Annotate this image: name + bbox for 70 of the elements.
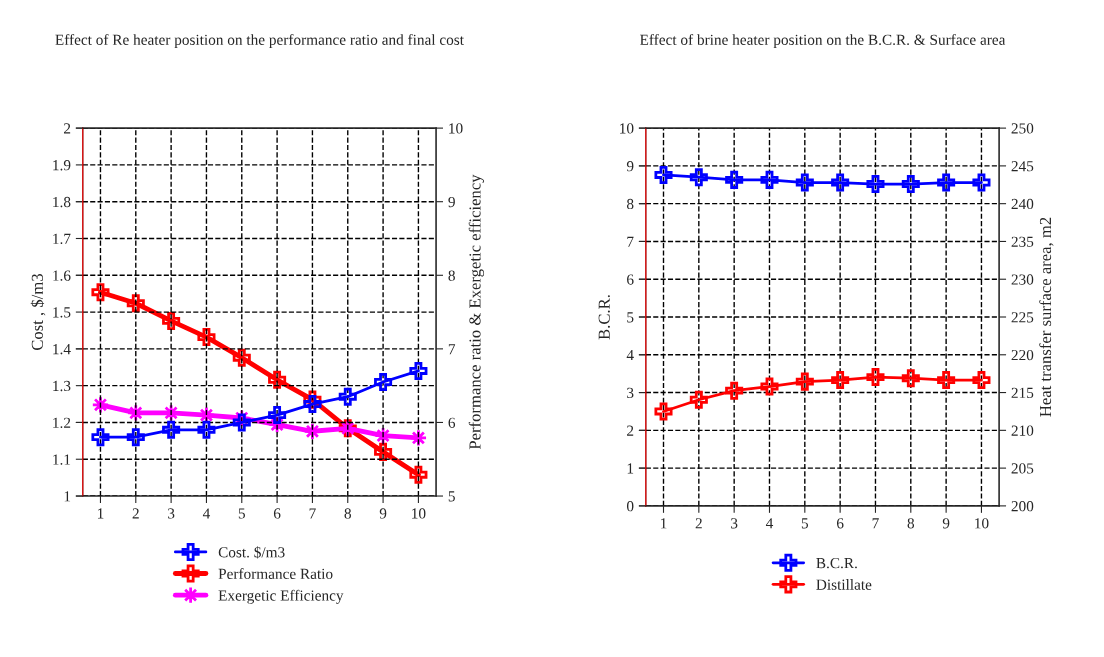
y-tick-label: 1.3 bbox=[53, 380, 71, 392]
y2-axis-title: Performance ratio & Exergetic efficiency bbox=[468, 174, 485, 450]
x-tick-label: 1 bbox=[97, 508, 104, 519]
y-tick-label: 1 bbox=[627, 463, 634, 474]
y-tick-label: 1.7 bbox=[53, 233, 71, 245]
y2-tick-label: 250 bbox=[1011, 123, 1034, 134]
y2-tick-label: 200 bbox=[1011, 501, 1034, 512]
y2-tick-label: 235 bbox=[1011, 236, 1034, 247]
x-tick-label: 6 bbox=[273, 508, 281, 519]
y-tick-label: 6 bbox=[627, 274, 634, 285]
y2-tick-label: 245 bbox=[1011, 161, 1034, 172]
y-tick-label: 2 bbox=[64, 123, 71, 134]
y-tick-label: 8 bbox=[626, 198, 634, 210]
y-tick-label: 5 bbox=[627, 312, 634, 323]
y2-tick-label: 240 bbox=[1011, 198, 1034, 210]
y-tick-label: 7 bbox=[627, 236, 634, 247]
y2-tick-label: 210 bbox=[1011, 425, 1034, 436]
y2-tick-label: 215 bbox=[1011, 387, 1034, 399]
y-tick-label: 9 bbox=[626, 161, 634, 172]
x-tick-label: 3 bbox=[168, 508, 175, 519]
y-tick-label: 1.8 bbox=[53, 196, 71, 208]
legend-label: Cost. $/m3 bbox=[218, 546, 285, 559]
y2-tick-label: 8 bbox=[448, 270, 455, 281]
y-tick-label: 2 bbox=[627, 425, 634, 436]
y2-axis-title: Heat transfer surface area, m2 bbox=[1039, 217, 1054, 417]
y2-tick-label: 220 bbox=[1011, 349, 1034, 361]
y2-tick-label: 6 bbox=[448, 417, 456, 428]
legend-label: Exergetic Efficiency bbox=[218, 589, 344, 604]
x-tick-label: 1 bbox=[661, 518, 667, 529]
y-tick-label: 1 bbox=[64, 491, 71, 502]
x-tick-label: 4 bbox=[765, 518, 774, 529]
x-tick-label: 9 bbox=[379, 508, 387, 519]
y2-tick-label: 7 bbox=[448, 344, 456, 355]
y2-tick-label: 10 bbox=[449, 123, 463, 134]
x-tick-label: 10 bbox=[975, 518, 989, 529]
x-tick-label: 3 bbox=[731, 518, 738, 529]
y2-tick-label: 230 bbox=[1011, 274, 1034, 285]
x-tick-label: 2 bbox=[695, 518, 702, 529]
y-tick-label: 1.4 bbox=[53, 344, 71, 355]
x-tick-label: 4 bbox=[202, 508, 211, 519]
legend-label: Performance Ratio bbox=[218, 568, 333, 580]
chart-title: Effect of brine heater position on the B.C.R. & Surface area bbox=[639, 34, 1006, 49]
legend-label: Distillate bbox=[816, 579, 872, 590]
chart-title: Effect of Re heater position on the performance ratio and final cost bbox=[55, 34, 464, 49]
y-tick-label: 1.9 bbox=[53, 160, 71, 171]
legend-label: B.C.R. bbox=[816, 558, 857, 569]
x-tick-label: 7 bbox=[309, 508, 316, 519]
y-tick-label: 0 bbox=[626, 501, 634, 512]
y2-tick-label: 9 bbox=[448, 196, 455, 208]
y2-tick-label: 5 bbox=[448, 491, 455, 502]
x-tick-label: 10 bbox=[412, 508, 426, 519]
x-tick-label: 5 bbox=[238, 508, 245, 519]
y-tick-label: 1.2 bbox=[53, 417, 71, 428]
y-tick-label: 1.6 bbox=[53, 270, 71, 281]
y-tick-label: 1.5 bbox=[53, 307, 71, 318]
x-tick-label: 8 bbox=[344, 508, 351, 519]
y-axis-title: Cost , $/m3 bbox=[30, 274, 46, 351]
x-tick-label: 9 bbox=[942, 518, 950, 529]
x-tick-label: 2 bbox=[132, 508, 139, 519]
x-tick-label: 5 bbox=[801, 518, 809, 529]
x-tick-label: 7 bbox=[872, 518, 879, 529]
y-tick-label: 3 bbox=[627, 387, 634, 399]
x-tick-label: 6 bbox=[836, 518, 844, 529]
x-tick-label: 8 bbox=[907, 518, 915, 529]
y-tick-label: 4 bbox=[626, 350, 634, 361]
y-tick-label: 1.1 bbox=[53, 454, 71, 465]
y-tick-label: 10 bbox=[620, 123, 634, 134]
y-axis-title: B.C.R. bbox=[598, 295, 610, 340]
y2-tick-label: 205 bbox=[1011, 463, 1034, 474]
y2-tick-label: 225 bbox=[1011, 312, 1034, 323]
